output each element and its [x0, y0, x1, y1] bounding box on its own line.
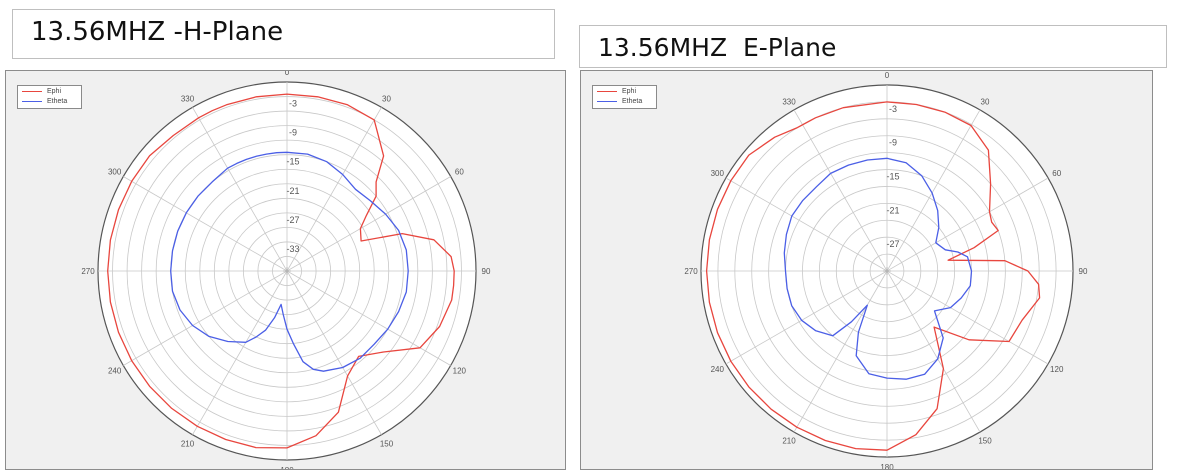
grid-spoke: [886, 270, 1049, 365]
grid-spoke: [886, 109, 981, 272]
grid-spoke: [886, 270, 981, 433]
legend-item-ephi: Ephi: [593, 86, 656, 96]
angle-tick-label: 120: [1050, 365, 1064, 374]
angle-tick-label: 30: [981, 97, 990, 106]
polar-plot-e-plane: 0 30 60 90 120 150 180 210 240 270 300 330 -3 -9 -15 -2…: [581, 71, 1152, 470]
legend: Ephi Etheta: [592, 85, 657, 109]
angle-tick-label: 150: [380, 439, 394, 448]
grid-spoke: [886, 177, 1049, 272]
angle-tick-label: 330: [181, 95, 195, 104]
angle-tick-label: 240: [108, 367, 122, 376]
angle-tick-label: 60: [455, 168, 464, 177]
legend: Ephi Etheta: [17, 85, 82, 109]
grid-spoke: [123, 176, 288, 272]
grid-spoke: [192, 107, 288, 272]
angle-tick-label: 30: [382, 95, 391, 104]
angle-tick-label: 0: [885, 71, 890, 80]
grid-spoke: [793, 270, 888, 433]
angle-tick-label: 120: [453, 367, 467, 376]
radial-tick-label: -9: [289, 128, 297, 138]
chart-title-h-plane: 13.56MHZ -H-Plane: [12, 9, 555, 59]
polar-chart-h-plane: 0 30 60 90 120 150 180 210 240 270 300 330 -3 -9 -15 -2…: [5, 70, 566, 470]
angle-tick-label: 180: [280, 466, 294, 470]
ephi-swatch: [22, 90, 42, 92]
radial-tick-label: -33: [286, 244, 299, 254]
radial-tick-label: -15: [286, 157, 299, 167]
grid-spoke: [286, 107, 382, 272]
series-line-etheta: [783, 157, 973, 380]
legend-item-etheta: Etheta: [593, 96, 656, 106]
legend-label-etheta: Etheta: [47, 97, 68, 105]
etheta-swatch: [597, 100, 617, 102]
legend-label-ephi: Ephi: [622, 87, 637, 95]
angle-tick-label: 0: [285, 71, 290, 77]
angle-tick-label: 330: [782, 97, 796, 106]
radial-tick-label: -9: [889, 138, 897, 148]
angle-tick-label: 270: [684, 267, 698, 276]
etheta-swatch: [22, 100, 42, 102]
legend-item-ephi: Ephi: [18, 86, 81, 96]
angle-tick-label: 210: [782, 437, 796, 446]
grid-spoke: [286, 176, 451, 272]
series-line-ephi: [107, 93, 455, 449]
polar-plot-h-plane: 0 30 60 90 120 150 180 210 240 270 300 330 -3 -9 -15 -2…: [6, 71, 565, 470]
grid-spoke: [793, 109, 888, 272]
angle-tick-label: 180: [880, 463, 894, 470]
radial-tick-label: -3: [889, 104, 897, 114]
grid-spoke: [286, 270, 451, 366]
radial-tick-label: -3: [289, 99, 297, 109]
series-line-ephi: [705, 101, 1041, 451]
grid-spoke: [725, 270, 888, 365]
radial-tick-label: -15: [886, 172, 899, 182]
angle-tick-label: 90: [1079, 267, 1088, 276]
grid-spoke: [725, 177, 888, 272]
legend-label-etheta: Etheta: [622, 97, 643, 105]
angle-tick-label: 210: [181, 439, 195, 448]
angle-tick-label: 60: [1052, 169, 1061, 178]
grid-spoke: [286, 270, 382, 435]
grid-spoke: [123, 270, 288, 366]
legend-label-ephi: Ephi: [47, 87, 62, 95]
angle-tick-label: 270: [81, 267, 95, 276]
polar-chart-e-plane: 0 30 60 90 120 150 180 210 240 270 300 330 -3 -9 -15 -2…: [580, 70, 1153, 470]
angle-tick-label: 300: [108, 168, 122, 177]
chart-title-e-plane: 13.56MHZ E-Plane: [579, 25, 1167, 68]
radial-tick-label: -27: [286, 215, 299, 225]
grid-spoke: [192, 270, 288, 435]
series-line-etheta: [170, 151, 409, 372]
radial-tick-label: -27: [886, 239, 899, 249]
angle-tick-label: 150: [978, 437, 992, 446]
angle-tick-label: 300: [711, 169, 725, 178]
radial-tick-label: -21: [886, 205, 899, 215]
legend-item-etheta: Etheta: [18, 96, 81, 106]
radial-tick-label: -21: [286, 186, 299, 196]
ephi-swatch: [597, 90, 617, 92]
angle-tick-label: 90: [482, 267, 491, 276]
angle-tick-label: 240: [711, 365, 725, 374]
